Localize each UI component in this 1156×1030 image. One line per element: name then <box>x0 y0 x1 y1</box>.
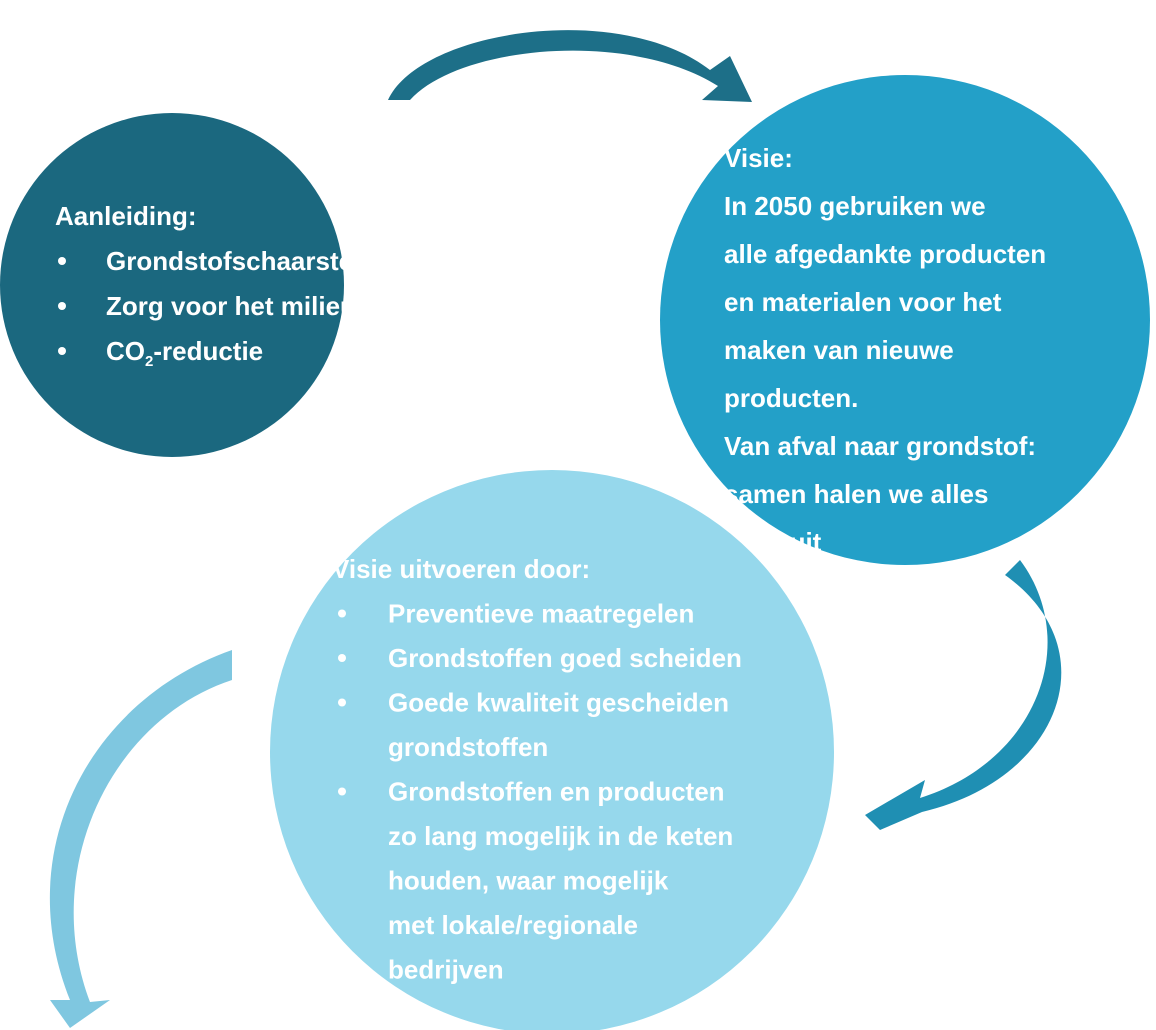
vision-line: en materialen voor het <box>724 287 1002 317</box>
vision-line: Van afval naar grondstof: <box>724 431 1036 461</box>
text-part: 2 <box>145 353 153 370</box>
bullet <box>58 257 66 265</box>
heading: Visie uitvoeren door: <box>332 554 590 584</box>
list-item: Grondstoffen goed scheiden <box>388 643 742 673</box>
vision-line: maken van nieuwe <box>724 335 954 365</box>
heading: Aanleiding: <box>55 201 197 231</box>
list-item: Grondstoffen en producten <box>388 777 725 807</box>
vision-line: samen halen we alles <box>724 479 988 509</box>
list-item: grondstoffen <box>388 732 548 762</box>
vision-line: In 2050 gebruiken we <box>724 191 986 221</box>
bullet <box>338 654 346 662</box>
list-item: Goede kwaliteit gescheiden <box>388 688 729 718</box>
bullet <box>338 609 346 618</box>
list-item: CO2-reductie <box>106 336 263 370</box>
vision-line: alle afgedankte producten <box>724 239 1046 269</box>
vision-line: eruit <box>765 527 822 557</box>
text-part: Grondstofschaarste <box>106 246 353 276</box>
list-item: bedrijven <box>388 955 504 985</box>
list-item: houden, waar mogelijk <box>388 866 669 896</box>
vision-line: producten. <box>724 383 858 413</box>
circle-visie <box>660 75 1150 565</box>
text-part: CO <box>106 336 145 366</box>
list-item: Zorg voor het milieu <box>106 291 356 321</box>
list-item: Grondstofschaarste <box>106 246 353 276</box>
arrow-right <box>865 560 1062 830</box>
arrow-left <box>49 650 232 1028</box>
circle-uitvoeren <box>270 470 834 1030</box>
bullet <box>58 302 66 310</box>
arrow-top <box>388 30 752 102</box>
list-item: zo lang mogelijk in de keten <box>388 821 733 851</box>
text-part: Zorg voor het milieu <box>106 291 356 321</box>
bullet <box>338 698 346 707</box>
vision-line: Visie: <box>724 143 793 173</box>
list-item: Preventieve maatregelen <box>388 599 694 629</box>
circle-aanleiding <box>0 113 344 457</box>
bullet <box>338 787 346 796</box>
text-part: -reductie <box>153 336 263 366</box>
list-item: met lokale/regionale <box>388 910 638 940</box>
bullet <box>58 347 66 355</box>
